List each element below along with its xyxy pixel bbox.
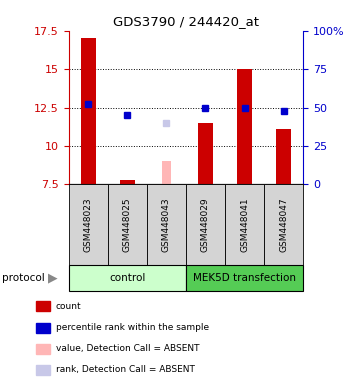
Bar (81, 38, 96, 184)
Bar (276, 129, 291, 184)
Text: GSM448043: GSM448043 (162, 197, 171, 252)
Bar (198, 123, 213, 184)
Title: GDS3790 / 244420_at: GDS3790 / 244420_at (113, 15, 259, 28)
Text: protocol: protocol (2, 273, 44, 283)
Text: GSM448025: GSM448025 (123, 197, 132, 252)
Text: control: control (109, 273, 145, 283)
Text: value, Detection Call = ABSENT: value, Detection Call = ABSENT (56, 344, 200, 353)
Text: ▶: ▶ (48, 271, 57, 285)
Text: GSM448041: GSM448041 (240, 197, 249, 252)
Text: rank, Detection Call = ABSENT: rank, Detection Call = ABSENT (56, 365, 195, 374)
Text: percentile rank within the sample: percentile rank within the sample (56, 323, 209, 332)
Bar (237, 69, 252, 184)
Text: count: count (56, 302, 82, 311)
Text: MEK5D transfection: MEK5D transfection (193, 273, 296, 283)
Text: GSM448029: GSM448029 (201, 197, 210, 252)
Bar (162, 161, 171, 184)
Bar (120, 180, 135, 184)
Text: GSM448047: GSM448047 (279, 197, 288, 252)
Text: GSM448023: GSM448023 (84, 197, 93, 252)
